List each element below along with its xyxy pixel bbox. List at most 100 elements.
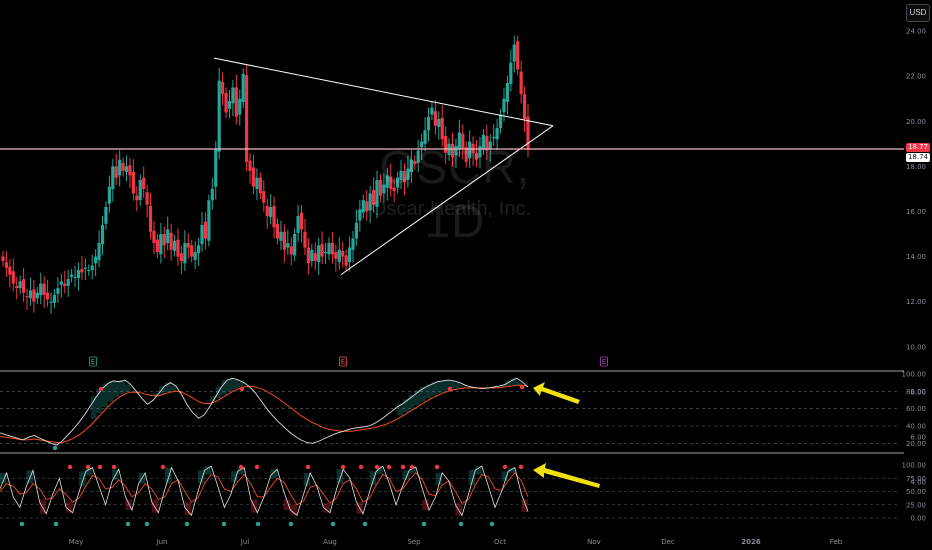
osc2-fill [455,503,462,516]
candle-body [203,221,208,239]
osc1-fill [510,378,517,386]
osc2-overbought-dot [111,464,117,470]
candle [142,166,146,199]
candle-body [49,301,53,303]
candle [279,220,283,251]
osc1-axis-tick: 40.00 [906,423,926,431]
osc2-overbought-dot [97,464,103,470]
candle [406,155,410,188]
candle-body [241,73,245,103]
candle [224,87,228,118]
osc2-fill [501,471,509,481]
osc2-fill [475,466,482,475]
candle-body [214,148,218,187]
candle-body [354,222,359,239]
osc2-oversold-dot [421,521,427,527]
candle [190,239,194,263]
candle-body [258,177,262,194]
candle-body [21,279,26,293]
candle [478,136,482,169]
candle-body [323,252,328,254]
candle [193,241,197,270]
candle [59,273,63,298]
candle-body [217,80,221,152]
candle [25,288,29,311]
candle-body [385,175,389,188]
candle [341,241,345,268]
price-axis-tick: 20.00 [906,118,926,126]
candle [323,242,328,265]
candle-body [378,179,383,196]
osc1-fill [454,382,460,389]
candle-body [107,186,111,204]
candle-body [289,246,293,255]
candle [402,163,407,196]
osc1-overbought-dot [519,384,525,390]
osc2-overbought-dot [502,464,508,470]
earnings-marker-label: E [602,358,606,366]
candle [1,250,5,267]
osc2-fill [521,499,528,512]
candle [474,139,479,168]
candle [258,172,262,200]
candle [347,236,352,272]
candle [269,194,273,225]
osc2-fill [376,466,383,475]
candle [28,277,33,306]
osc1-axis-tick: 60.00 [906,405,926,413]
candle [162,226,166,259]
candle [344,249,348,272]
osc2-oversold-dot [144,521,150,527]
candle-body [495,128,499,140]
osc2-fill [468,470,476,486]
price-axis-tick: 10.00 [906,343,926,351]
candle-body [111,166,115,189]
candle [90,254,94,280]
candle-body [124,166,129,173]
candle-body [39,283,43,295]
earnings-marker-label: E [341,358,345,366]
candle [46,279,50,307]
candle [413,155,417,170]
candle [265,198,269,229]
candle [186,233,190,259]
candle [128,157,132,189]
candle-body [512,44,516,62]
osc2-axis-tick: 75.00 [906,475,926,483]
osc2-fill [422,499,429,511]
candle-body [155,239,160,253]
candle [509,49,513,92]
candle-body [190,245,194,257]
candle [444,126,448,164]
osc2-fill [125,499,132,511]
osc2-axis-tick: 0.00 [910,515,926,523]
candle-body [200,224,204,245]
candle [488,134,492,163]
candle [35,287,39,304]
candle-body [341,250,345,257]
candle-body [227,100,232,109]
candle [52,289,57,309]
candle-body [406,168,410,180]
candle-body [87,270,91,272]
candle-body [166,229,170,244]
candle [234,74,238,125]
candle [21,268,26,302]
candle-body [179,253,184,262]
company-name-watermark: Oscar Health, Inc. [370,198,532,220]
currency-button[interactable]: USD [906,4,930,22]
osc1-fill [210,396,216,402]
candle [272,196,276,239]
candle [293,228,297,262]
candle [248,153,252,184]
candle-body [238,98,242,115]
candle [4,251,9,278]
osc1-axis-tick: 80.00 [906,388,926,396]
candle-body [505,82,510,103]
osc2-fill [237,467,245,475]
candle-body [169,232,173,250]
candle [217,67,221,160]
candle-body [269,206,273,218]
candle-body [118,159,122,176]
